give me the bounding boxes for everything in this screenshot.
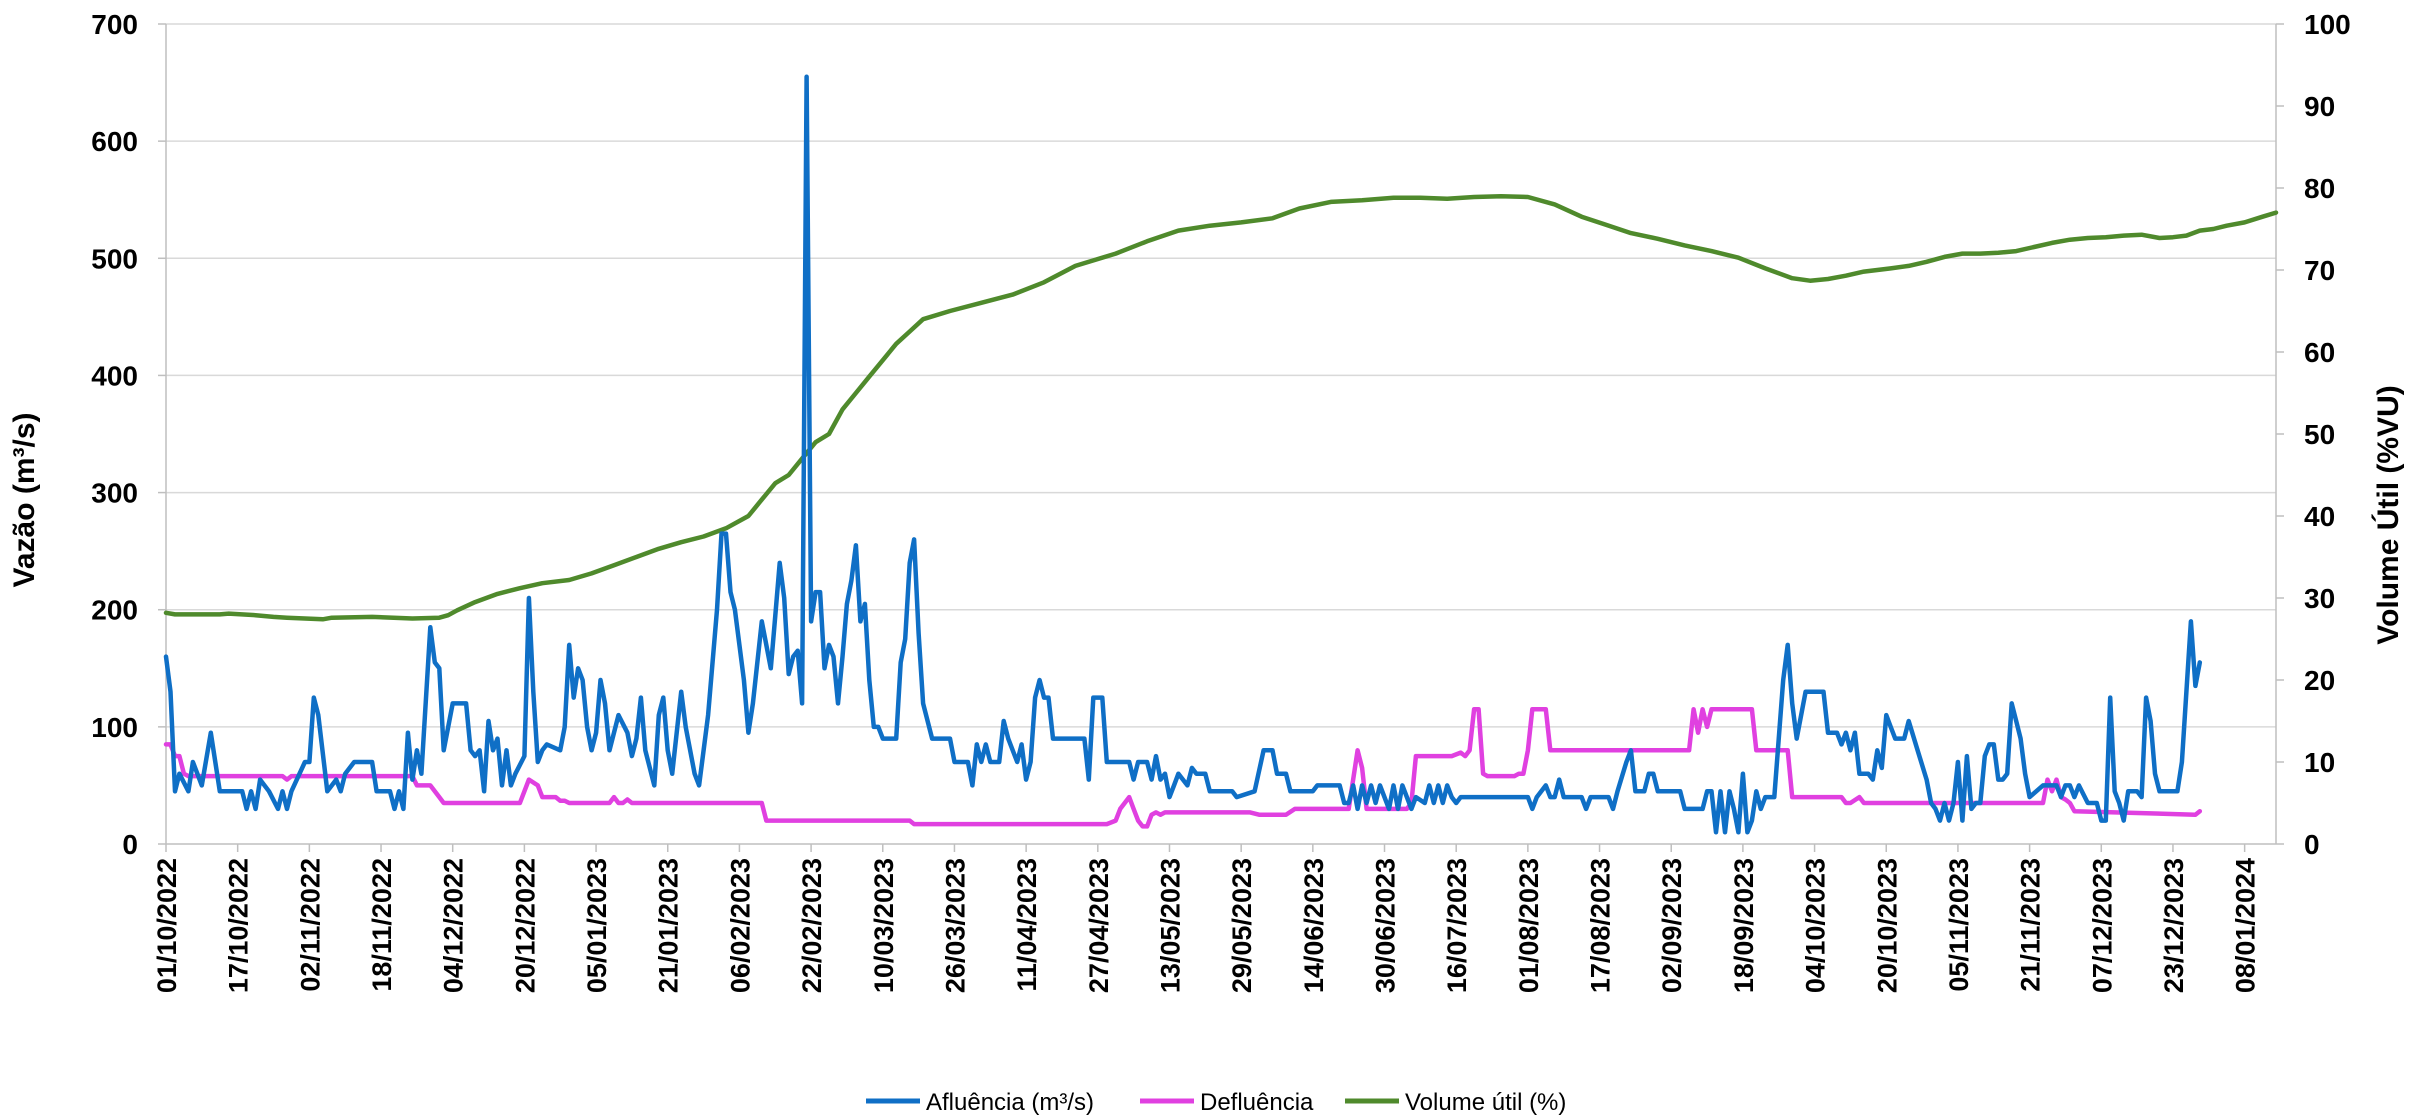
series-line-2 [163, 193, 2279, 622]
legend-label-2: Volume útil (%) [1405, 1089, 1566, 1116]
x-tick-label: 18/11/2022 [367, 858, 397, 992]
right-y-axis-ticks: 0 10 20 30 40 50 60 70 80 90 100 [2276, 9, 2351, 860]
right-tick-label: 50 [2304, 419, 2335, 450]
series-line-1 [163, 707, 2203, 829]
x-tick-label: 27/04/2023 [1084, 858, 1114, 993]
right-tick-label: 20 [2304, 665, 2335, 696]
left-tick-label: 100 [91, 712, 138, 743]
x-axis-ticks: 01/10/2022 17/10/2022 02/11/2022 18/11/2022… [152, 844, 2261, 993]
x-tick-label: 23/12/2023 [2159, 858, 2189, 993]
x-tick-label: 04/10/2023 [1801, 858, 1831, 993]
right-tick-label: 40 [2304, 501, 2335, 532]
x-tick-label: 05/11/2023 [1944, 858, 1974, 992]
x-tick-label: 20/10/2023 [1872, 858, 1902, 993]
x-tick-label: 29/05/2023 [1227, 858, 1257, 993]
right-y-axis-title: Volume Útil (%VU) [2371, 385, 2405, 644]
x-tick-label: 17/08/2023 [1586, 858, 1616, 993]
legend: Afluência (m³/s) Defluência Volume útil (%… [866, 1089, 1566, 1116]
x-tick-label: 08/01/2024 [2231, 858, 2261, 993]
right-tick-label: 80 [2304, 173, 2335, 204]
right-tick-label: 0 [2304, 829, 2320, 860]
x-tick-label: 26/03/2023 [940, 858, 970, 993]
left-tick-label: 200 [91, 595, 138, 626]
x-tick-label: 18/09/2023 [1729, 858, 1759, 993]
x-tick-label: 11/04/2023 [1012, 858, 1042, 992]
right-tick-label: 100 [2304, 9, 2351, 40]
axes [165, 24, 2277, 845]
x-tick-label: 10/03/2023 [869, 858, 899, 993]
left-tick-label: 0 [122, 829, 138, 860]
right-tick-label: 60 [2304, 337, 2335, 368]
x-tick-label: 30/06/2023 [1371, 858, 1401, 993]
right-tick-label: 90 [2304, 91, 2335, 122]
x-tick-label: 07/12/2023 [2087, 858, 2117, 993]
x-tick-label: 16/07/2023 [1442, 858, 1472, 993]
x-tick-label: 01/08/2023 [1514, 858, 1544, 993]
x-tick-label: 02/11/2022 [295, 858, 325, 992]
right-tick-label: 30 [2304, 583, 2335, 614]
legend-label-1: Defluência [1200, 1089, 1314, 1116]
series-lines [163, 74, 2279, 835]
left-y-axis-ticks: 0 100 200 300 400 500 600 700 [91, 9, 166, 860]
x-tick-label: 14/06/2023 [1299, 858, 1329, 993]
x-tick-label: 17/10/2022 [224, 858, 254, 993]
left-tick-label: 300 [91, 478, 138, 509]
x-tick-label: 05/01/2023 [582, 858, 612, 993]
gridlines [166, 23, 2276, 728]
left-tick-label: 400 [91, 360, 138, 391]
left-tick-label: 600 [91, 126, 138, 157]
x-tick-label: 01/10/2022 [152, 858, 182, 993]
left-y-axis-title: Vazão (m³/s) [8, 412, 41, 587]
x-tick-label: 06/02/2023 [725, 858, 755, 993]
x-tick-label: 21/01/2023 [654, 858, 684, 993]
right-tick-label: 10 [2304, 747, 2335, 778]
legend-label-0: Afluência (m³/s) [926, 1089, 1094, 1116]
x-tick-label: 21/11/2023 [2016, 858, 2046, 992]
x-tick-label: 22/02/2023 [797, 858, 827, 993]
x-tick-label: 13/05/2023 [1155, 858, 1185, 993]
series-line-0 [163, 74, 2203, 835]
left-tick-label: 500 [91, 243, 138, 274]
x-tick-label: 20/12/2022 [510, 858, 540, 993]
right-tick-label: 70 [2304, 255, 2335, 286]
x-tick-label: 04/12/2022 [439, 858, 469, 993]
x-tick-label: 02/09/2023 [1657, 858, 1687, 993]
left-tick-label: 700 [91, 9, 138, 40]
